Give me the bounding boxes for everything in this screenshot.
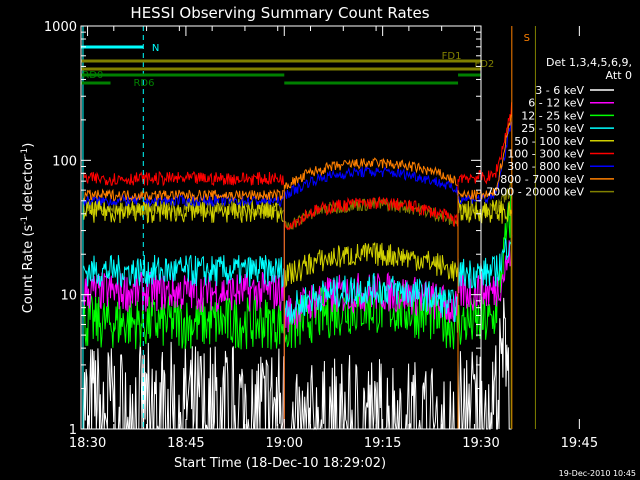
x-tick-label-5: 19:45	[561, 436, 598, 451]
timestamp: 19-Dec-2010 10:45	[559, 469, 636, 478]
y-axis-label-sup1: -1	[20, 216, 30, 225]
x-tick-label-0: 18:30	[69, 436, 106, 451]
flag-label-rd0: RD0	[82, 70, 103, 81]
flag-label-fd2: FD2	[474, 59, 494, 70]
chart-title: HESSI Observing Summary Count Rates	[130, 4, 429, 22]
y-axis-label-sup2: -1	[20, 148, 30, 157]
x-tick-label-1: 18:45	[167, 436, 204, 451]
y-tick-label-2: 100	[52, 154, 77, 169]
flag-label-n: N	[152, 43, 159, 54]
flag-label-fd1: FD1	[442, 51, 462, 62]
legend-header-line1: Det 1,3,4,5,6,9,	[546, 56, 632, 69]
y-axis-label-mid: detector	[21, 156, 36, 216]
series-line-25-50keV	[82, 234, 513, 429]
y-axis-label: Count Rate (s-1 detector-1)	[20, 143, 36, 314]
y-tick-label-3: 1000	[44, 20, 77, 35]
x-tick-label-2: 19:00	[266, 436, 303, 451]
flag-label-s: S	[524, 33, 530, 44]
legend-header-line2: Att 0	[606, 69, 632, 82]
y-axis-label-main: Count Rate (s	[21, 225, 36, 314]
legend-label-3: 25 - 50 keV	[521, 122, 584, 135]
plot-area: N S FD1 FD2 RD0 RD6	[81, 26, 536, 431]
legend-label-1: 6 - 12 keV	[528, 97, 584, 110]
x-tick-label-4: 19:30	[462, 436, 499, 451]
y-axis: 1 10 100 1000	[44, 20, 481, 438]
y-axis-label-end: )	[21, 143, 36, 148]
series-line-50-100keV	[82, 197, 513, 429]
flag-label-rd6: RD6	[133, 78, 154, 89]
plot-frame	[80, 25, 482, 430]
legend-label-8: 7000 - 20000 keV	[486, 186, 584, 199]
series-line-100-300keV	[82, 102, 513, 429]
x-tick-label-3: 19:15	[364, 436, 401, 451]
series-line-800-7000keV	[82, 114, 512, 429]
legend-label-5: 100 - 300 keV	[507, 148, 584, 161]
y-tick-label-1: 10	[60, 289, 77, 304]
legend-label-7: 800 - 7000 keV	[500, 173, 584, 186]
legend-label-0: 3 - 6 keV	[535, 84, 584, 97]
legend-label-4: 50 - 100 keV	[514, 135, 584, 148]
x-axis-label: Start Time (18-Dec-10 18:29:02)	[174, 456, 386, 471]
y-tick-label-0: 1	[69, 423, 77, 438]
legend-label-6: 300 - 800 keV	[507, 160, 584, 173]
legend-label-2: 12 - 25 keV	[521, 109, 584, 122]
